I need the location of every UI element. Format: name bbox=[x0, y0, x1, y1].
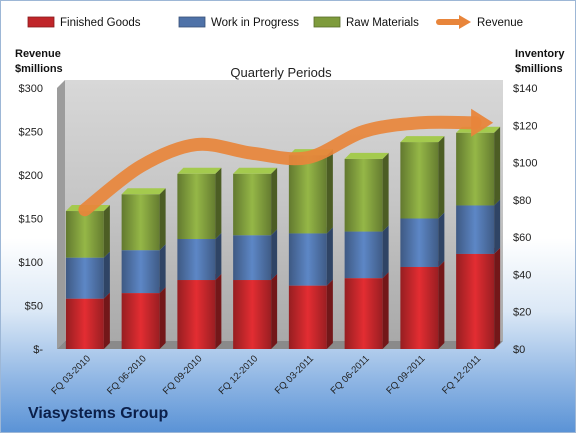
plot-side-wall bbox=[57, 80, 65, 349]
bar-segment-side bbox=[215, 233, 222, 281]
bar-segment-side bbox=[494, 247, 501, 349]
legend-label: Revenue bbox=[477, 17, 523, 29]
right-tick-label: $60 bbox=[513, 232, 531, 244]
left-tick-label: $200 bbox=[19, 170, 43, 182]
bar-segment-side bbox=[326, 279, 333, 349]
bar-segment-top bbox=[400, 136, 445, 143]
category-label: FQ 09-2011 bbox=[384, 353, 427, 396]
bar-segment-side bbox=[103, 251, 110, 299]
legend-label: Work in Progress bbox=[211, 17, 299, 29]
left-tick-label: $100 bbox=[19, 257, 43, 269]
bar-segment bbox=[344, 231, 383, 279]
bar-segment-side bbox=[215, 274, 222, 349]
bar-segment bbox=[233, 173, 272, 236]
chart-title: Quarterly Periods bbox=[230, 65, 332, 80]
bar-segment-side bbox=[103, 205, 110, 258]
left-tick-label: $- bbox=[33, 344, 43, 356]
bar-segment-side bbox=[271, 274, 278, 349]
plot-floor bbox=[57, 341, 503, 349]
company-name: Viasystems Group bbox=[28, 405, 169, 422]
bar-segment-side bbox=[159, 244, 166, 294]
bar-segment bbox=[177, 280, 216, 349]
right-tick-label: $80 bbox=[513, 195, 531, 207]
legend-label: Raw Materials bbox=[346, 17, 419, 29]
category-label: FQ 03-2010 bbox=[49, 353, 93, 397]
right-tick-label: $120 bbox=[513, 120, 537, 132]
bar-segment bbox=[456, 132, 495, 206]
legend-swatch-arrow bbox=[459, 15, 471, 29]
revenue-arrowhead bbox=[471, 108, 494, 137]
bar-segment bbox=[121, 293, 160, 349]
bar-segment bbox=[177, 173, 216, 240]
left-tick-label: $150 bbox=[19, 214, 43, 226]
bar-segment-side bbox=[215, 167, 222, 240]
right-axis-title: $millions bbox=[515, 63, 563, 75]
right-tick-label: $40 bbox=[513, 269, 531, 281]
legend-swatch bbox=[178, 16, 206, 28]
bar-segment bbox=[233, 235, 272, 281]
bar-segment-top bbox=[344, 152, 389, 159]
bar-segment bbox=[177, 239, 216, 281]
bar-segment bbox=[65, 257, 104, 299]
category-label: FQ 06-2010 bbox=[105, 353, 149, 397]
legend-swatch bbox=[27, 16, 55, 28]
bar-segment bbox=[456, 205, 495, 254]
category-label: FQ 06-2011 bbox=[329, 353, 372, 396]
bar-segment-side bbox=[271, 167, 278, 236]
left-tick-label: $250 bbox=[19, 127, 43, 139]
right-tick-label: $140 bbox=[513, 83, 537, 95]
legend-label: Finished Goods bbox=[60, 17, 141, 29]
bar-segment-side bbox=[326, 149, 333, 234]
bar-segment bbox=[288, 285, 327, 349]
left-axis-title: $millions bbox=[15, 63, 63, 75]
bar-segment bbox=[121, 250, 160, 294]
right-axis-title: Inventory bbox=[515, 48, 565, 60]
right-tick-label: $100 bbox=[513, 158, 537, 170]
bar-segment bbox=[288, 155, 327, 234]
bar-segment-side bbox=[382, 272, 389, 349]
bar-segment-side bbox=[382, 225, 389, 279]
bar-segment bbox=[65, 298, 104, 349]
bar-segment-side bbox=[271, 229, 278, 281]
bar-segment-side bbox=[159, 188, 166, 251]
bar-segment bbox=[400, 142, 439, 219]
bar-segment-top bbox=[233, 167, 278, 174]
category-label: FQ 12-2011 bbox=[440, 353, 483, 396]
right-tick-label: $0 bbox=[513, 344, 525, 356]
bar-segment-side bbox=[382, 152, 389, 232]
left-tick-label: $300 bbox=[19, 83, 43, 95]
bar-segment-side bbox=[438, 260, 445, 349]
bar-segment bbox=[400, 266, 439, 349]
bar-segment bbox=[400, 218, 439, 267]
bar-segment bbox=[344, 278, 383, 349]
bar-segment-top bbox=[121, 188, 166, 195]
category-label: FQ 12-2010 bbox=[217, 353, 261, 397]
revenue-line bbox=[78, 115, 482, 217]
category-label: FQ 09-2010 bbox=[161, 353, 205, 397]
left-axis-title: Revenue bbox=[15, 48, 61, 60]
bar-segment bbox=[456, 253, 495, 349]
bar-segment-side bbox=[494, 199, 501, 254]
bar-segment-side bbox=[438, 212, 445, 267]
right-tick-label: $20 bbox=[513, 307, 531, 319]
bar-segment bbox=[288, 233, 327, 286]
left-tick-label: $50 bbox=[25, 301, 43, 313]
bar-segment-side bbox=[103, 292, 110, 349]
bar-segment bbox=[344, 158, 383, 232]
bar-segment-side bbox=[494, 126, 501, 206]
bar-segment-side bbox=[159, 287, 166, 349]
bar-segment-side bbox=[326, 227, 333, 286]
bar-segment bbox=[65, 211, 104, 258]
bar-segment bbox=[121, 194, 160, 251]
bar-segment bbox=[233, 280, 272, 349]
bar-segment-top bbox=[177, 167, 222, 174]
bar-segment-side bbox=[438, 136, 445, 219]
category-label: FQ 03-2011 bbox=[273, 353, 316, 396]
legend-swatch bbox=[313, 16, 341, 28]
